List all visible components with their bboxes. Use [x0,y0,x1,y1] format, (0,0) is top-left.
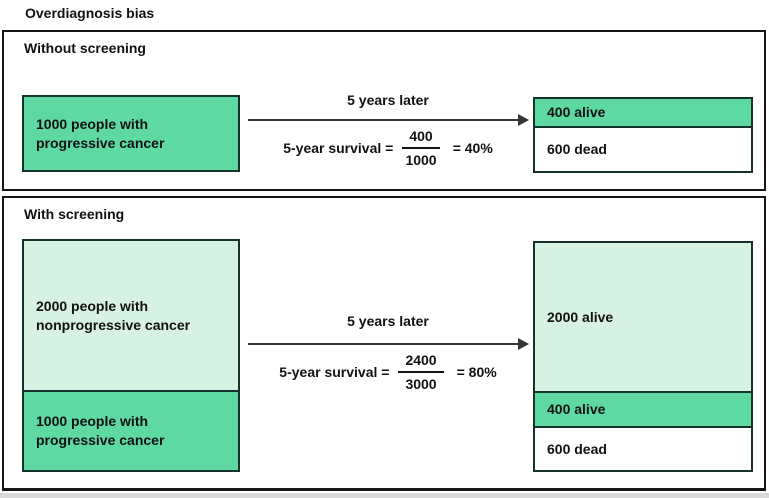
result-section-label: 2000 alive [547,308,614,325]
formula-fraction: 400 1000 [402,128,440,168]
survival-formula-without-screening: 5-year survival = 400 1000 = 40% [238,128,538,168]
source-box-without-screening: 1000 people with progressive cancer [22,95,240,172]
formula-fraction: 2400 3000 [398,352,444,392]
box-section-nonprogressive-cancer: 2000 people with nonprogressive cancer [24,241,238,392]
result-section-400-alive: 400 alive [535,393,751,428]
panel-without-screening-label: Without screening [24,40,146,56]
arrow-label-5-years-later: 5 years later [347,92,429,108]
box-section-progressive-cancer: 1000 people with progressive cancer [24,97,238,170]
box-section-progressive-cancer: 1000 people with progressive cancer [24,392,238,470]
right-arrow [248,338,529,350]
result-section-dead: 600 dead [535,428,751,470]
fraction-denominator: 3000 [405,376,437,392]
source-box-with-screening: 2000 people with nonprogressive cancer 1… [22,239,240,472]
formula-result: = 40% [452,140,493,156]
result-section-label: 600 dead [547,141,607,158]
result-section-2000-alive: 2000 alive [535,243,751,393]
result-section-label: 400 alive [547,401,606,418]
survival-formula-with-screening: 5-year survival = 2400 3000 = 80% [238,352,538,392]
panel-with-screening: With screening 2000 people with nonprogr… [2,196,766,491]
formula-result: = 80% [456,364,497,380]
right-arrow [248,114,529,126]
panel-with-screening-label: With screening [24,206,125,222]
formula-lhs: 5-year survival = [279,364,390,380]
arrow-head-icon [518,338,529,350]
panel-without-screening: Without screening 1000 people with progr… [2,30,766,191]
result-box-without-screening: 400 alive 600 dead [533,97,753,173]
arrow-label-5-years-later: 5 years later [347,313,429,329]
result-box-with-screening: 2000 alive 400 alive 600 dead [533,241,753,472]
box-section-label: 2000 people with nonprogressive cancer [36,297,191,333]
fraction-numerator: 2400 [398,352,444,373]
result-section-dead: 600 dead [535,128,751,171]
formula-lhs: 5-year survival = [283,140,394,156]
box-section-label: 1000 people with progressive cancer [36,115,165,151]
fraction-denominator: 1000 [405,152,437,168]
arrow-head-icon [518,114,529,126]
result-section-label: 400 alive [547,104,606,121]
page-title: Overdiagnosis bias [25,5,155,21]
fraction-numerator: 400 [402,128,440,149]
result-section-alive: 400 alive [535,99,751,128]
bottom-edge-strip [0,493,769,498]
box-section-label: 1000 people with progressive cancer [36,413,165,448]
result-section-label: 600 dead [547,440,607,457]
